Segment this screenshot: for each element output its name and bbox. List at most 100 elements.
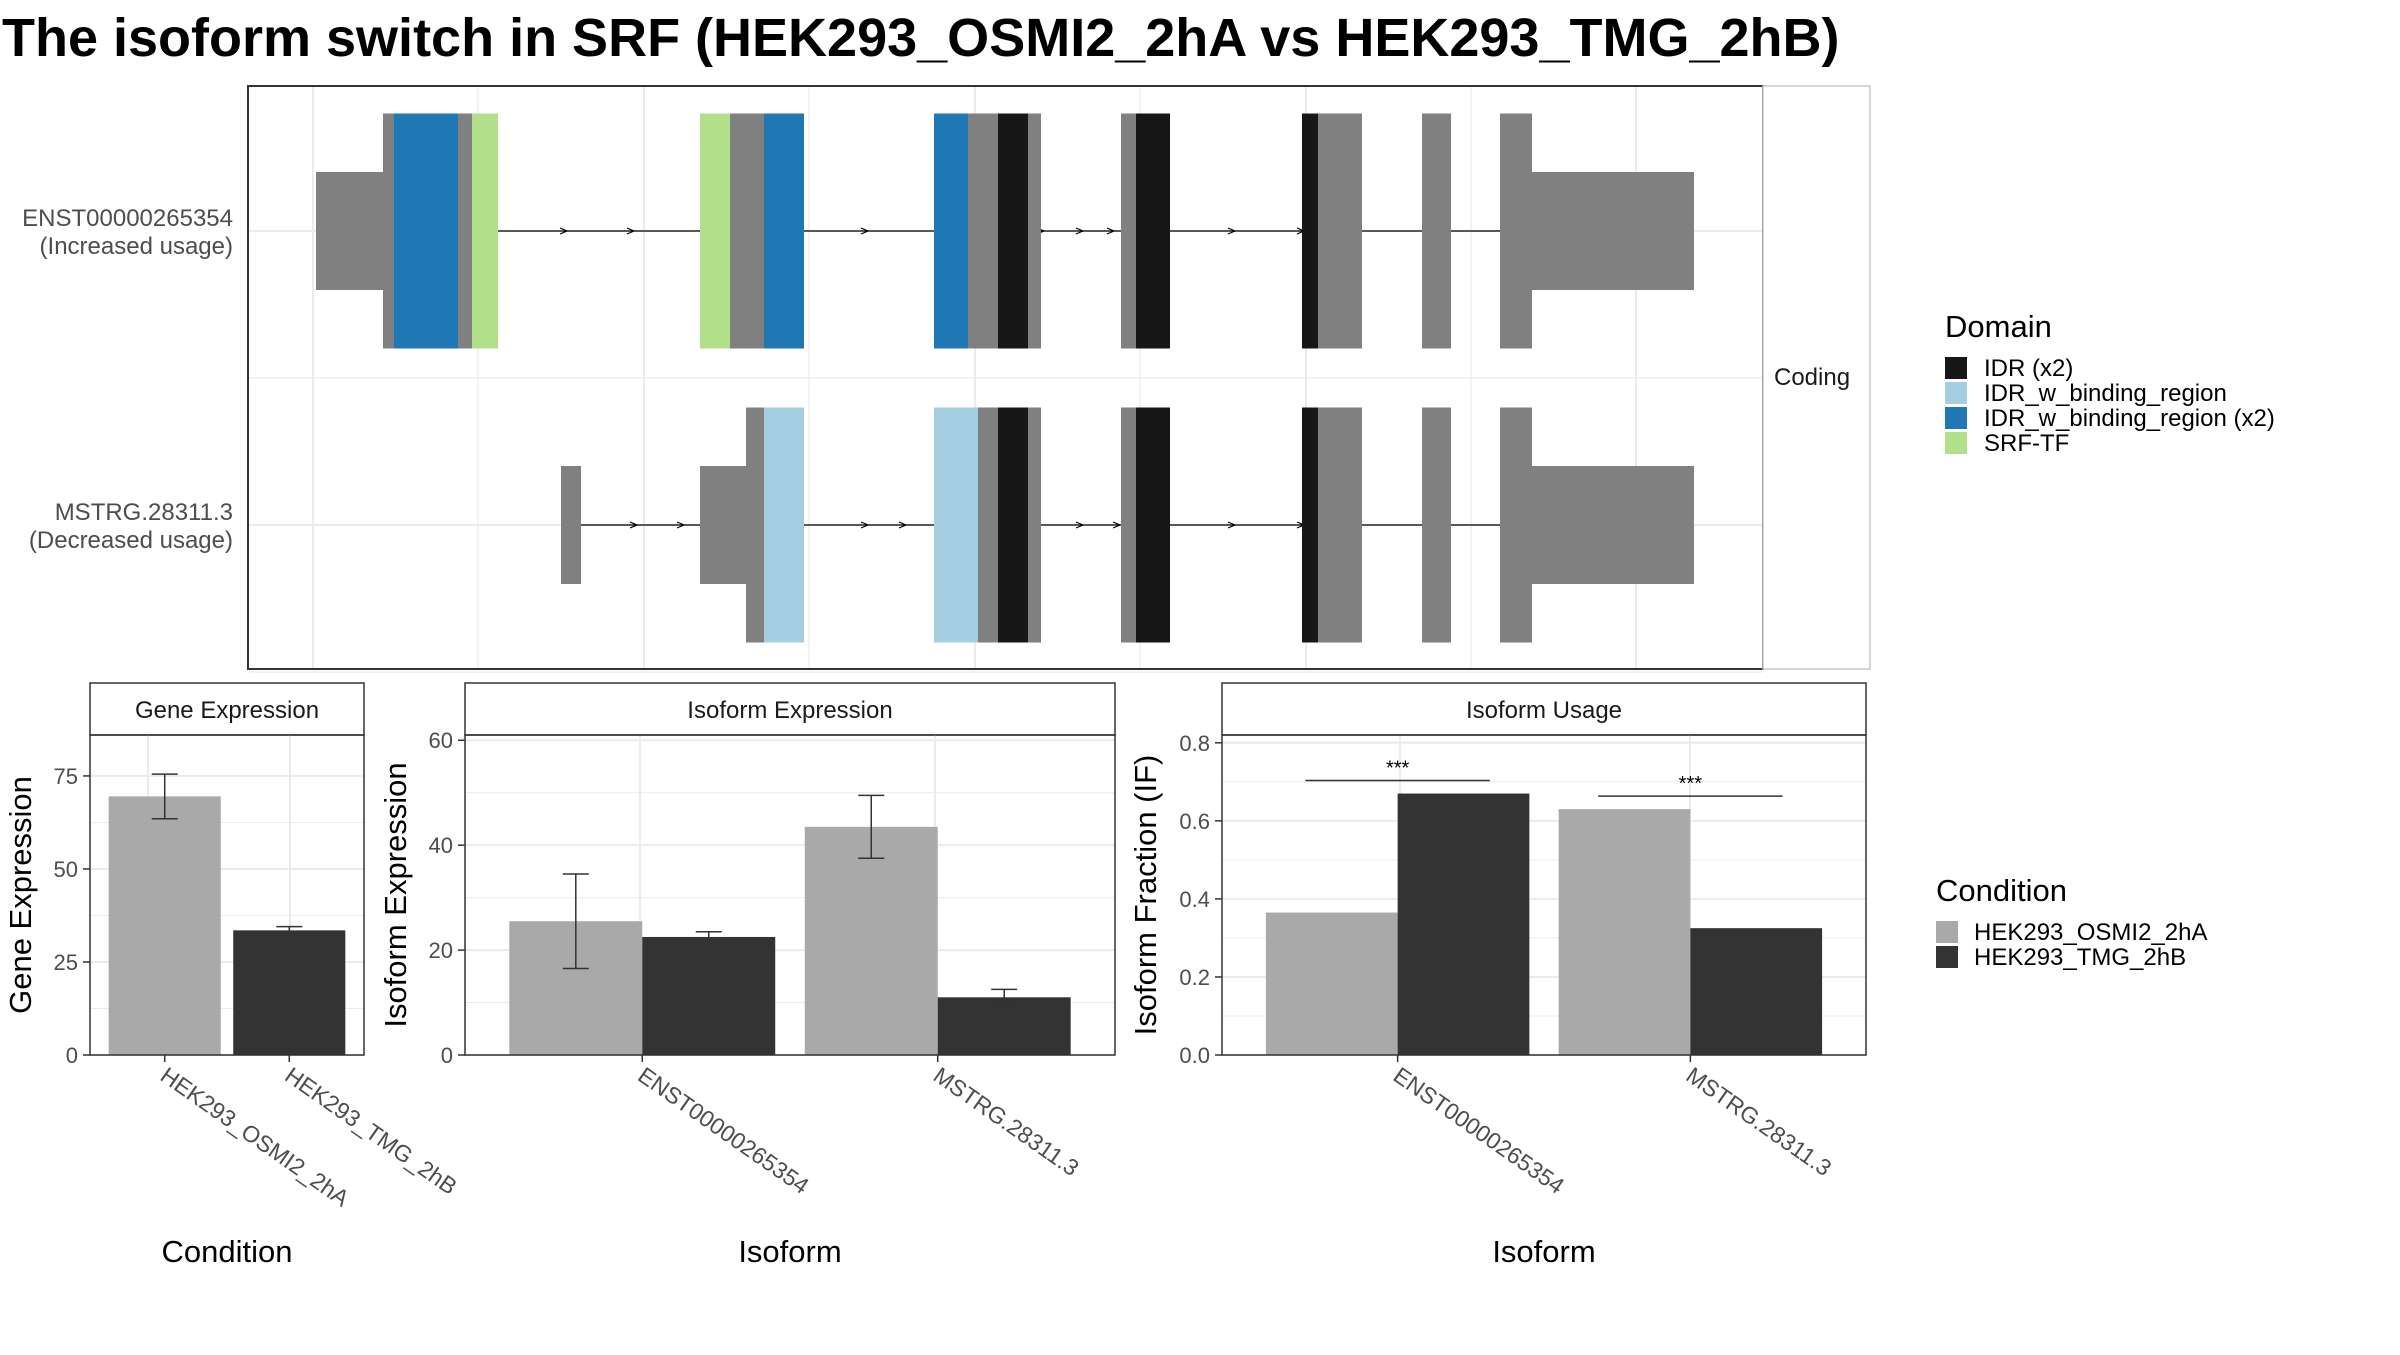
transcript-1-id: ENST00000265354 — [22, 205, 233, 232]
domain-block — [764, 407, 804, 643]
y-tick-label: 0 — [66, 1043, 78, 1068]
exon-block — [1318, 407, 1362, 643]
intron-direction-arrow — [1227, 521, 1237, 529]
x-axis-title: Isoform — [738, 1234, 841, 1269]
exon-block — [1121, 113, 1136, 349]
significance-label: *** — [1679, 773, 1703, 795]
transcript-2-usage: (Decreased usage) — [29, 527, 233, 554]
exon-block — [383, 113, 394, 349]
intron-direction-arrow — [898, 521, 908, 529]
intron-direction-arrow — [626, 227, 636, 235]
bar — [804, 826, 938, 1055]
bar — [937, 997, 1071, 1055]
domain-legend-key — [1945, 407, 1967, 429]
bar — [1558, 809, 1691, 1055]
intron-direction-arrow — [860, 227, 870, 235]
intron-direction-arrow — [1075, 521, 1085, 529]
condition-legend-title: Condition — [1936, 873, 2067, 908]
exon-block — [700, 466, 746, 584]
domain-block — [764, 113, 804, 349]
y-tick-label: 0 — [441, 1043, 453, 1068]
y-axis-title: Isoform Expression — [378, 762, 413, 1027]
bar — [108, 796, 221, 1055]
domain-block — [1302, 113, 1318, 349]
domain-legend-label: IDR (x2) — [1984, 355, 2073, 382]
x-tick-label: ENST00000265354 — [1389, 1062, 1570, 1199]
exon-block — [978, 407, 998, 643]
intron-direction-arrow — [559, 227, 569, 235]
domain-block — [472, 113, 498, 349]
domain-block — [1136, 113, 1170, 349]
domain-legend: Domain IDR (x2)IDR_w_binding_regionIDR_w… — [1945, 309, 2275, 457]
domain-legend-label: IDR_w_binding_region (x2) — [1984, 405, 2275, 432]
y-tick-label: 20 — [429, 938, 453, 963]
y-tick-label: 0.4 — [1179, 887, 1210, 912]
condition-legend-key — [1936, 921, 1958, 943]
intron-direction-arrow — [1106, 227, 1116, 235]
exon-block — [1500, 407, 1532, 643]
domain-block — [998, 407, 1028, 643]
domain-block — [1136, 407, 1170, 643]
exon-block — [1422, 407, 1451, 643]
condition-legend-key — [1936, 946, 1958, 968]
isoform-expression-chart: Isoform Expression 0 20 40 60 ENST00000265354… — [378, 682, 1116, 1269]
exon-block — [1318, 113, 1362, 349]
y-tick-label: 0.8 — [1179, 731, 1210, 756]
y-axis-title: Gene Expression — [3, 776, 38, 1014]
domain-block — [934, 113, 968, 349]
domain-legend-title: Domain — [1945, 309, 2052, 344]
y-axis-title: Isoform Fraction (IF) — [1128, 755, 1163, 1036]
y-tick-label: 0.0 — [1179, 1043, 1210, 1068]
x-axis-title: Condition — [162, 1234, 293, 1269]
isoform-usage-chart: Isoform Usage 0.0 0.2 0.4 0.6 0.8 *** ENST00000… — [1128, 682, 1867, 1269]
domain-block — [934, 407, 978, 643]
exon-block — [316, 172, 383, 290]
intron-direction-arrow — [629, 521, 639, 529]
x-tick-label: MSTRG.28311.3 — [929, 1062, 1084, 1181]
exon-block — [1028, 113, 1041, 349]
intron-direction-arrow — [860, 521, 870, 529]
exon-block — [746, 407, 764, 643]
domain-block — [1302, 407, 1318, 643]
intron-direction-arrow — [1112, 521, 1122, 529]
exon-block — [458, 113, 472, 349]
domain-block — [394, 113, 458, 349]
bar — [1397, 793, 1530, 1055]
chart-title-strip — [1221, 682, 1867, 736]
significance-label: *** — [1386, 758, 1410, 780]
y-tick-label: 0.6 — [1179, 809, 1210, 834]
y-tick-label: 60 — [429, 728, 453, 753]
y-tick-label: 0.2 — [1179, 965, 1210, 990]
chart-title-strip — [89, 682, 365, 736]
domain-block — [998, 113, 1028, 349]
exon-block — [1532, 172, 1694, 290]
domain-legend-key — [1945, 382, 1967, 404]
chart-border — [1221, 734, 1867, 1056]
domain-legend-label: IDR_w_binding_region — [1984, 380, 2227, 407]
exon-block — [968, 113, 998, 349]
intron-direction-arrow — [1075, 227, 1085, 235]
condition-legend-label: HEK293_OSMI2_2hA — [1974, 919, 2207, 946]
intron-direction-arrow — [1227, 227, 1237, 235]
chart-border — [89, 734, 365, 1056]
exon-block — [1028, 407, 1041, 643]
exon-block — [730, 113, 764, 349]
transcript-1-usage: (Increased usage) — [40, 233, 233, 260]
exon-block — [1121, 407, 1136, 643]
chart-title: Gene Expression — [135, 697, 319, 724]
exon-block — [1532, 466, 1694, 584]
domain-legend-key — [1945, 357, 1967, 379]
transcript-structure-panel: Coding ENST00000265354 (Increased usage)… — [22, 85, 1871, 673]
transcript-2-id: MSTRG.28311.3 — [55, 499, 233, 526]
domain-legend-label: SRF-TF — [1984, 430, 2069, 457]
y-tick-label: 75 — [54, 764, 78, 789]
domain-block — [700, 113, 730, 349]
chart-border — [464, 734, 1116, 1056]
x-tick-label: ENST00000265354 — [633, 1062, 814, 1199]
x-axis-title: Isoform — [1492, 1234, 1595, 1269]
strip-background — [1762, 85, 1871, 670]
bar — [1690, 928, 1823, 1055]
